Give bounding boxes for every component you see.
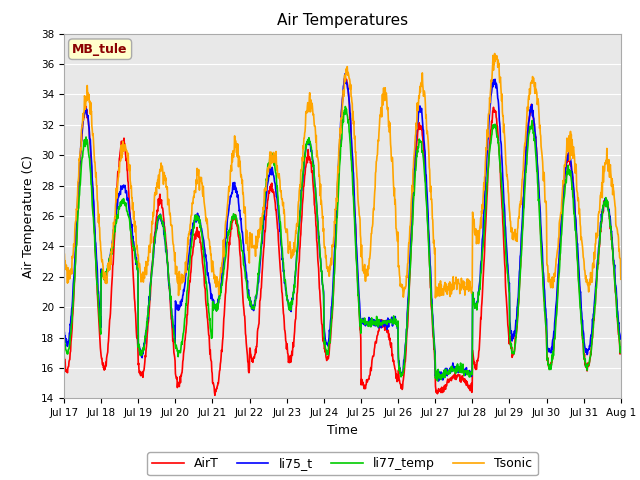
Tsonic [170, 250, 178, 255]
li77_temp [170, 332, 178, 338]
Tsonic [60, 251, 68, 256]
AirT [429, 336, 437, 341]
AirT [184, 302, 191, 308]
AirT [60, 350, 68, 356]
li75_t [341, 71, 349, 77]
Tsonic [491, 50, 499, 56]
Y-axis label: Air Temperature (C): Air Temperature (C) [22, 155, 35, 277]
AirT [246, 351, 254, 357]
li77_temp [60, 335, 68, 341]
li77_temp [429, 324, 437, 329]
li77_temp [617, 344, 625, 350]
Line: li77_temp: li77_temp [64, 107, 621, 381]
li77_temp [502, 257, 510, 263]
li75_t [170, 333, 178, 338]
Line: li75_t: li75_t [64, 74, 621, 381]
AirT [617, 348, 625, 354]
AirT [502, 294, 510, 300]
li75_t [246, 295, 254, 300]
li75_t [502, 240, 510, 246]
X-axis label: Time: Time [327, 424, 358, 437]
Tsonic [502, 163, 510, 169]
Tsonic [246, 230, 254, 236]
AirT [170, 352, 178, 358]
AirT [342, 75, 349, 81]
li77_temp [552, 327, 559, 333]
li75_t [60, 328, 68, 334]
li77_temp [184, 283, 191, 288]
Tsonic [552, 266, 559, 272]
Text: MB_tule: MB_tule [72, 43, 128, 56]
Title: Air Temperatures: Air Temperatures [277, 13, 408, 28]
li77_temp [433, 378, 441, 384]
Tsonic [184, 235, 191, 241]
Line: Tsonic: Tsonic [64, 53, 621, 298]
AirT [552, 320, 559, 326]
li75_t [429, 323, 437, 328]
li75_t [552, 312, 559, 317]
Tsonic [617, 276, 625, 282]
Tsonic [429, 217, 436, 223]
AirT [211, 393, 219, 398]
li75_t [617, 336, 625, 342]
li75_t [435, 378, 442, 384]
li75_t [184, 262, 191, 267]
Legend: AirT, li75_t, li77_temp, Tsonic: AirT, li75_t, li77_temp, Tsonic [147, 452, 538, 475]
li77_temp [246, 301, 254, 307]
li77_temp [342, 104, 349, 109]
Tsonic [431, 295, 439, 301]
Line: AirT: AirT [64, 78, 621, 396]
